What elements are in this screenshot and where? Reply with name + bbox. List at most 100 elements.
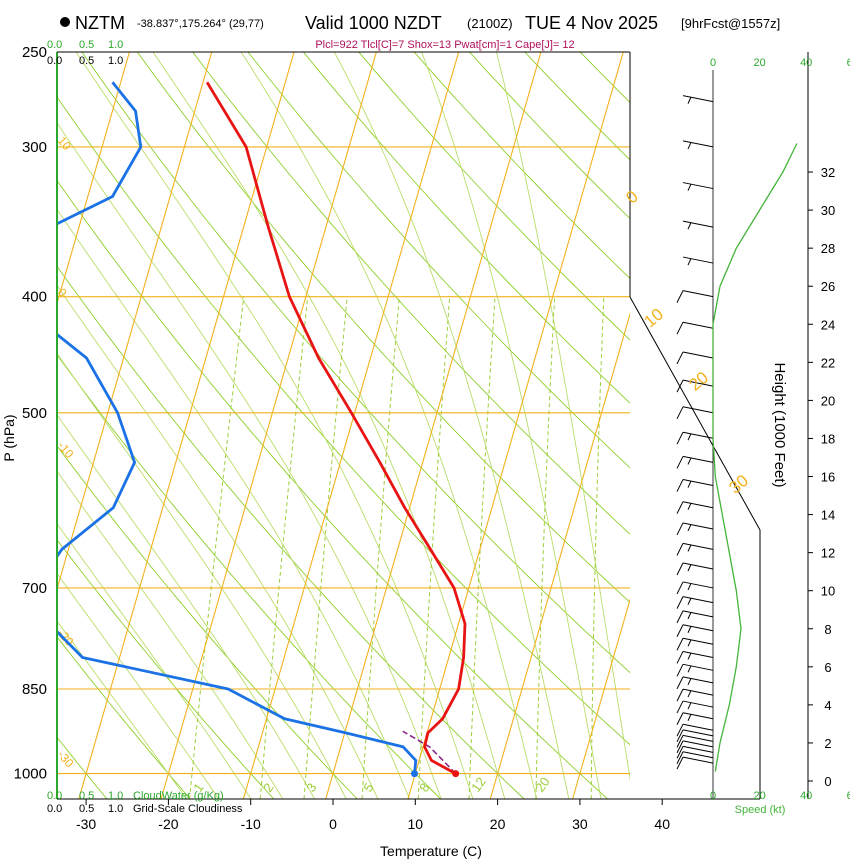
wind-barb-flag bbox=[676, 751, 684, 764]
cloudiness-title: Grid-Scale Cloudiness bbox=[133, 803, 243, 815]
x-axis-title: Temperature (C) bbox=[380, 843, 482, 859]
dewpoint-line bbox=[57, 81, 418, 774]
x-tick-label: -20 bbox=[158, 816, 178, 832]
isotherm-label-right: 20 bbox=[685, 368, 712, 395]
mixing-ratio-label: 2 bbox=[260, 780, 276, 795]
wind-barb-flag bbox=[676, 729, 684, 743]
moist-adiabat bbox=[57, 523, 252, 799]
wind-barb-flag bbox=[676, 700, 684, 714]
isotherm-label-right: 10 bbox=[640, 305, 667, 332]
height-tick-label: 14 bbox=[821, 508, 835, 523]
mixing-ratio-label: 5 bbox=[360, 780, 376, 795]
height-tick-label: 6 bbox=[824, 660, 831, 675]
mixing-ratio-line bbox=[189, 296, 245, 799]
wind-barb bbox=[682, 140, 714, 148]
wind-barb-half bbox=[687, 564, 692, 572]
wind-barb bbox=[682, 712, 714, 720]
wind-barb-half bbox=[687, 183, 692, 191]
wind-barb-flag bbox=[676, 746, 684, 759]
wind-barb bbox=[682, 624, 714, 632]
isotherm bbox=[325, 52, 542, 799]
forecast-info: [9hrFcst@1557z] bbox=[681, 16, 780, 31]
dry-adiabat bbox=[57, 265, 525, 799]
y-axis-title: P (hPa) bbox=[1, 414, 17, 461]
height-tick-label: 12 bbox=[821, 546, 835, 561]
wind-barb-flag bbox=[676, 379, 684, 393]
wind-barb bbox=[682, 729, 714, 737]
speed-tick-label-top: 20 bbox=[753, 57, 765, 69]
wind-barb-half bbox=[687, 433, 692, 441]
moist-adiabat bbox=[57, 352, 347, 799]
moist-adiabat bbox=[240, 52, 538, 799]
wind-barb-half bbox=[687, 480, 692, 488]
cloudwater-title: CloudWater (g/Kg) bbox=[133, 790, 224, 802]
isotherm bbox=[57, 52, 131, 306]
pressure-label: 1000 bbox=[14, 766, 47, 783]
dry-adiabat bbox=[833, 31, 850, 799]
moist-adiabat bbox=[421, 52, 602, 799]
height-tick-label: 32 bbox=[821, 165, 835, 180]
wind-barb bbox=[682, 351, 714, 359]
cloudwater-top-0: 0.0 bbox=[47, 39, 62, 51]
wind-barb bbox=[682, 650, 714, 658]
wind-barb bbox=[682, 740, 714, 748]
dry-adiabat bbox=[192, 52, 630, 535]
valid-time: Valid 1000 NZDT bbox=[305, 13, 442, 33]
dry-adiabat bbox=[358, 52, 630, 341]
pressure-label: 300 bbox=[22, 139, 47, 156]
wind-barb-half bbox=[687, 96, 692, 104]
height-tick-label: 18 bbox=[821, 431, 835, 446]
moist-adiabat bbox=[57, 122, 442, 799]
wind-barb bbox=[682, 663, 714, 671]
cloudiness-top-2: 1.0 bbox=[108, 55, 123, 67]
wind-barb bbox=[682, 688, 714, 696]
wind-barb-flag bbox=[676, 290, 684, 303]
wind-barb bbox=[682, 734, 714, 742]
wind-barb-flag bbox=[676, 351, 684, 365]
dry-adiabat bbox=[413, 52, 630, 280]
height-tick-label: 8 bbox=[824, 622, 831, 637]
wind-barb bbox=[682, 700, 714, 708]
mixing-ratio-label: 20 bbox=[532, 774, 553, 794]
height-tick-label: 26 bbox=[821, 279, 835, 294]
x-tick-label: 20 bbox=[490, 816, 506, 832]
station-marker bbox=[60, 17, 70, 27]
mixing-ratio-line bbox=[361, 296, 400, 799]
stability-indices: Plcl=922 Tlcl[C]=7 Shox=13 Pwat[cm]=1 Ca… bbox=[315, 39, 574, 51]
wind-barb bbox=[682, 676, 714, 684]
station-id: NZTM bbox=[75, 13, 125, 33]
height-tick-label: 20 bbox=[821, 393, 835, 408]
wind-barb-half bbox=[687, 502, 692, 510]
cloudwater-top-1: 0.5 bbox=[79, 39, 94, 51]
speed-tick-label-top: 0 bbox=[710, 57, 716, 69]
wind-barb-half bbox=[687, 544, 692, 552]
wind-barb-flag bbox=[676, 406, 684, 420]
wind-barb bbox=[682, 379, 714, 387]
speed-tick-label-bottom: 40 bbox=[800, 790, 812, 802]
height-axis-title: Height (1000 Feet) bbox=[771, 362, 788, 487]
dry-adiabat bbox=[57, 179, 608, 799]
pressure-label: 500 bbox=[22, 405, 47, 422]
moist-adiabat bbox=[152, 52, 506, 799]
wind-barb-flag bbox=[676, 676, 684, 690]
cloudiness-bottom-0: 0.0 bbox=[47, 803, 62, 815]
mixing-ratio-line bbox=[632, 297, 640, 799]
wind-barb bbox=[682, 290, 714, 298]
wind-barb bbox=[682, 562, 714, 570]
wind-barb-half bbox=[687, 626, 692, 633]
wind-barb bbox=[682, 542, 714, 550]
pressure-label: 400 bbox=[22, 289, 47, 306]
cloudwater-bottom-1: 0.5 bbox=[79, 790, 94, 802]
mixing-ratio-label: 3 bbox=[303, 780, 319, 795]
dry-adiabat bbox=[81, 52, 630, 674]
height-tick-label: 28 bbox=[821, 241, 835, 256]
speed-tick-label-top: 40 bbox=[800, 57, 812, 69]
height-tick-label: 0 bbox=[824, 774, 831, 789]
isotherm bbox=[78, 52, 295, 799]
isotherm bbox=[737, 31, 850, 799]
wind-barb-flag bbox=[676, 624, 684, 637]
pressure-label: 250 bbox=[22, 44, 47, 61]
dry-adiabat bbox=[579, 52, 630, 104]
x-tick-label: -30 bbox=[76, 816, 96, 832]
isotherm bbox=[655, 31, 850, 799]
